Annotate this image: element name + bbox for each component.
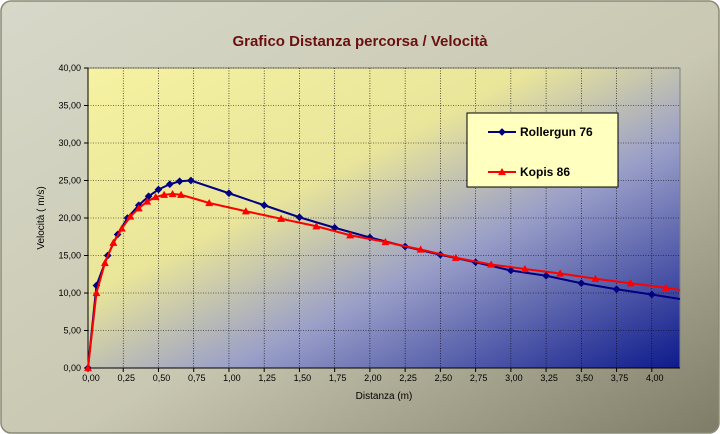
data-point [295,213,304,222]
legend-marker [497,167,507,176]
chart-title: Grafico Distanza percorsa / Velocità [232,33,488,50]
x-tick-label: 0,25 [117,373,135,383]
x-tick-label: 3,75 [611,373,629,383]
data-point [83,363,93,372]
data-point [117,224,126,232]
data-point [312,222,321,230]
series-kopis-86 [83,189,681,372]
x-tick-label: 0,50 [153,373,171,383]
x-tick-label: 4,00 [646,373,664,383]
legend-box [466,112,619,188]
data-point [168,189,177,198]
legend-item: Kopis 86 [488,165,570,179]
data-point [154,185,163,194]
data-point [381,237,390,246]
x-tick-label: 3,00 [505,373,523,383]
x-tick-label: 2,75 [470,373,488,383]
legend: Rollergun 76 Kopis 86 [466,112,619,188]
x-tick-label: 2,00 [364,373,382,383]
data-point [365,233,374,242]
y-axis-tick-labels: 0,00 5,00 10,00 15,00 20,00 25,00 30,00 35,00 40… [58,63,81,373]
data-point [241,207,250,215]
legend-items: Rollergun 76 Kopis 86 [488,125,593,179]
data-point [151,192,160,201]
data-point [612,285,621,294]
data-point [487,260,496,268]
x-tick-label: 0,00 [82,373,100,383]
x-axis-tick-labels: 0,00 0,25 0,50 0,75 1,00 1,25 1,50 1,75 2,00 2,25… [82,373,663,383]
data-point [186,176,195,185]
x-axis-title: Distanza (m) [356,391,413,402]
data-point [205,198,214,207]
legend-label: Rollergun 76 [520,125,593,139]
y-tick-label: 35,00 [58,101,81,111]
data-point [134,204,143,212]
x-tick-label: 3,25 [540,373,558,383]
data-point [542,271,551,280]
data-point [277,214,286,222]
x-tick-label: 0,75 [188,373,206,383]
data-point [126,212,135,220]
x-tick-label: 2,50 [435,373,453,383]
y-tick-label: 0,00 [63,363,81,373]
legend-marker [498,128,506,136]
data-point [160,190,169,198]
data-point [506,266,515,275]
legend-item: Rollergun 76 [488,125,593,139]
data-point [177,190,186,198]
x-tick-label: 2,25 [399,373,417,383]
data-point [577,279,586,288]
x-tick-label: 3,50 [576,373,594,383]
data-point [451,253,460,261]
data-point [165,180,174,189]
x-tick-label: 1,25 [258,373,276,383]
data-point [556,269,565,277]
data-point [92,288,101,297]
y-tick-label: 20,00 [58,213,81,223]
data-point [520,264,529,273]
data-point [175,177,184,186]
y-tick-label: 40,00 [58,63,81,73]
y-tick-label: 5,00 [63,326,81,336]
data-point [260,201,269,210]
data-point [661,283,670,291]
data-point [416,245,425,253]
y-axis-title: Velocità ( m/s) [36,186,47,249]
data-point [647,290,656,299]
y-tick-label: 30,00 [58,138,81,148]
y-tick-label: 10,00 [58,288,81,298]
series [83,176,681,372]
legend-label: Kopis 86 [520,165,570,179]
x-tick-label: 1,75 [329,373,347,383]
y-tick-label: 15,00 [58,251,81,261]
data-point [224,189,233,198]
x-tick-label: 1,50 [294,373,312,383]
data-point [626,279,635,287]
y-tick-label: 25,00 [58,176,81,186]
data-point [591,274,600,282]
data-point [100,258,109,267]
data-point [346,231,355,239]
x-tick-label: 1,00 [223,373,241,383]
data-point [109,238,118,246]
data-point [143,197,152,205]
